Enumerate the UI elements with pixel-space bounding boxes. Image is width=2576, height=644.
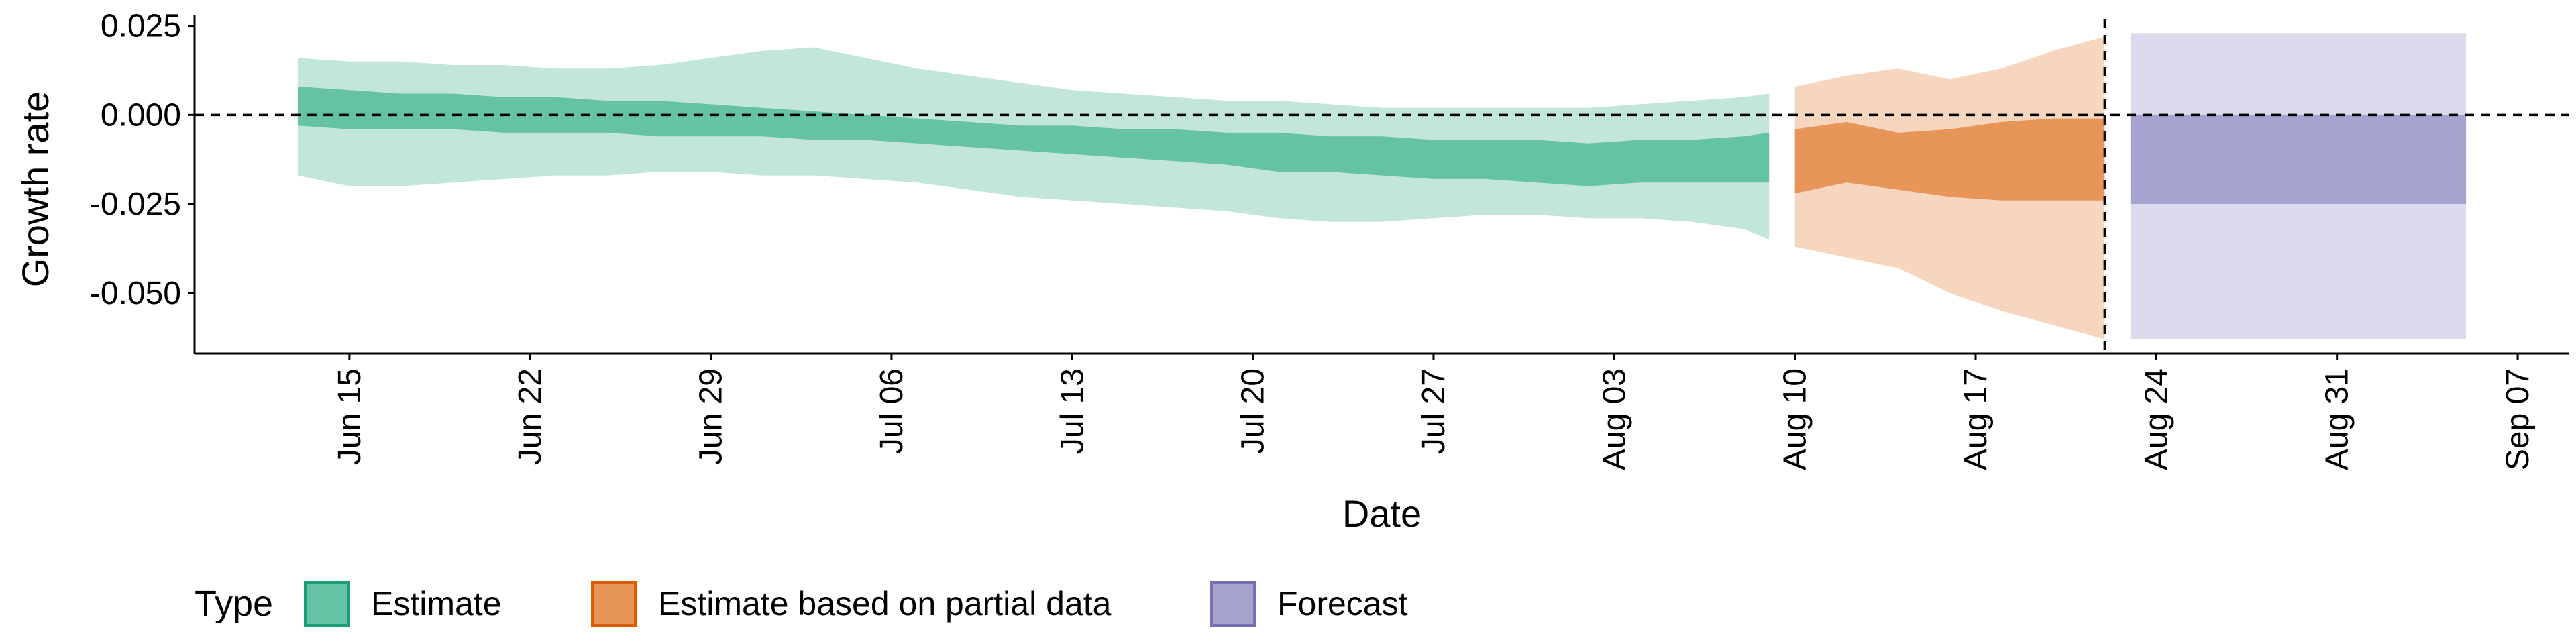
x-tick-label: Jul 13 [1055,368,1090,454]
legend-label-estimate: Estimate [371,585,502,623]
x-tick-label: Jul 06 [874,368,910,454]
ribbon-inner-estimate [297,86,1770,186]
x-tick-label: Aug 03 [1597,368,1632,470]
ribbon-layer [297,33,2467,339]
x-tick-label: Jun 15 [332,368,368,465]
ribbon-inner-forecast [2130,115,2467,204]
y-tick-label: 0.000 [101,97,181,133]
x-tick-label: Jun 29 [694,368,729,465]
y-tick-label: -0.025 [90,186,181,222]
legend-label-forecast: Forecast [1277,585,1408,623]
y-tick-label: 0.025 [101,9,181,44]
x-tick-label: Aug 31 [2320,368,2355,470]
x-tick-label: Aug 17 [1958,368,1994,470]
x-axis-title: Date [1342,492,1421,535]
axes: 0.025 0.000 -0.025 -0.050 Jun 15 Jun 22 Jun 29… [90,9,2569,470]
x-tick-label: Aug 10 [1778,368,1813,470]
legend-swatch-estimate [304,581,350,627]
reference-lines [195,19,2569,354]
ribbon-inner-estimate-based-on-partial-data [1794,118,2105,201]
x-tick-label: Jun 22 [513,368,548,465]
x-tick-label: Jul 27 [1416,368,1452,454]
legend: Type Estimate Estimate based on partial d… [195,581,1408,627]
legend-swatch-forecast [1210,581,1256,627]
x-tick-label: Jul 20 [1236,368,1271,454]
y-axis-title: Growth rate [14,91,56,288]
x-tick-label: Aug 24 [2139,368,2174,470]
legend-label-estimate-based-on-partial-data: Estimate based on partial data [658,585,1112,623]
x-tick-label: Sep 07 [2500,368,2536,470]
legend-swatch-estimate-based-on-partial-data [591,581,637,627]
y-tick-label: -0.050 [90,276,181,311]
legend-title: Type [195,584,273,624]
